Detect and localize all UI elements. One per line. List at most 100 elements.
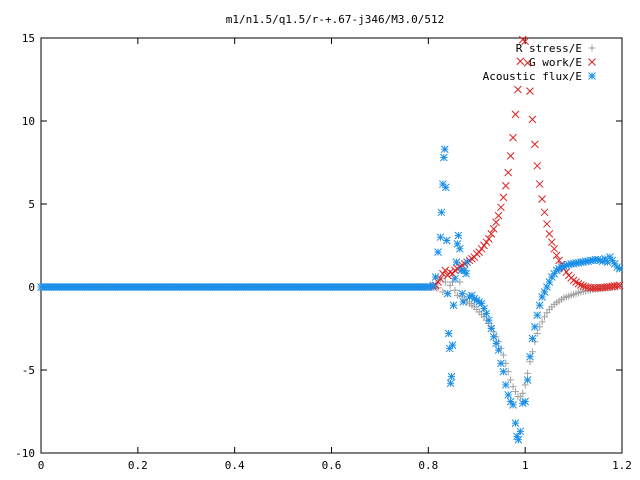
data-point	[523, 376, 532, 384]
data-point	[489, 332, 498, 341]
data-point	[533, 311, 542, 320]
data-point	[480, 241, 488, 250]
data-point	[441, 266, 450, 275]
series-3	[37, 145, 624, 444]
data-point	[487, 230, 496, 238]
data-point	[434, 248, 442, 256]
data-point	[463, 258, 471, 266]
data-point	[485, 235, 493, 243]
x-tick-label: 0.6	[322, 459, 342, 472]
data-point	[446, 268, 454, 276]
data-point	[443, 271, 452, 280]
data-point	[550, 244, 559, 253]
data-point	[429, 281, 438, 290]
data-point	[523, 59, 532, 67]
data-point	[454, 231, 463, 240]
data-point	[440, 145, 449, 154]
data-point	[489, 225, 498, 233]
data-point	[475, 248, 484, 256]
axis-ticks	[40, 37, 623, 454]
data-point	[547, 238, 556, 247]
data-point	[521, 37, 530, 46]
data-point	[511, 388, 519, 396]
data-point	[535, 301, 544, 310]
data-point	[439, 153, 448, 162]
data-point	[452, 258, 461, 266]
data-point	[555, 256, 563, 265]
data-point	[507, 376, 515, 384]
data-point	[459, 298, 468, 306]
data-point	[492, 339, 500, 348]
legend-marker	[588, 58, 596, 66]
data-point	[441, 278, 449, 286]
data-point	[516, 57, 525, 66]
data-point	[519, 389, 527, 397]
axis-tick-labels: 0 0.2 0.4 0.6 0.8 1 1.2 -10 -5 0 5 10 15	[15, 32, 632, 472]
legend-label: Acoustic flux/E	[483, 70, 582, 83]
data-point	[576, 281, 585, 289]
data-point	[540, 208, 549, 217]
data-point	[615, 281, 624, 290]
data-point	[514, 435, 523, 444]
data-point	[448, 341, 457, 349]
data-point	[494, 346, 503, 354]
data-point	[449, 301, 458, 310]
data-point	[613, 283, 621, 291]
data-point	[444, 329, 453, 338]
legend-label: R stress/E	[516, 42, 582, 55]
data-point	[439, 288, 447, 296]
plot-area-frame	[40, 37, 623, 454]
data-point	[613, 281, 622, 290]
data-point	[501, 181, 510, 190]
data-point	[509, 133, 517, 142]
data-point	[497, 359, 505, 368]
data-point	[460, 266, 469, 275]
data-point	[446, 379, 455, 388]
data-point	[526, 352, 534, 361]
data-marks	[37, 35, 624, 444]
data-point	[511, 419, 520, 427]
data-point	[436, 233, 445, 242]
data-point	[485, 316, 493, 325]
data-point	[482, 238, 491, 247]
data-point	[504, 391, 513, 399]
data-point	[451, 286, 459, 294]
data-point	[533, 329, 541, 337]
data-point	[514, 85, 522, 94]
data-point	[526, 87, 534, 95]
data-point	[487, 324, 496, 333]
y-tick-label: 5	[28, 198, 35, 211]
series-1	[424, 275, 621, 401]
data-point	[511, 110, 520, 119]
data-point	[615, 264, 624, 273]
data-point	[524, 369, 532, 377]
data-point	[579, 282, 588, 290]
x-tick-label: 0.2	[128, 459, 148, 472]
data-point	[431, 273, 440, 281]
data-point	[581, 282, 590, 291]
data-point	[543, 220, 551, 228]
x-tick-label: 0	[38, 459, 45, 472]
data-point	[441, 183, 450, 192]
data-point	[436, 274, 445, 283]
data-point	[538, 195, 546, 203]
data-point	[530, 140, 539, 149]
data-point	[499, 193, 508, 202]
x-tick-label: 0.8	[418, 459, 438, 472]
legend-marker	[588, 44, 596, 52]
data-point	[443, 289, 452, 298]
data-point	[455, 244, 464, 253]
data-point	[533, 161, 542, 170]
y-tick-label: 0	[28, 281, 35, 294]
x-tick-label: 1.2	[612, 459, 632, 472]
data-point	[509, 401, 517, 409]
x-tick-label: 1	[522, 459, 529, 472]
y-tick-label: -5	[22, 364, 35, 377]
data-point	[569, 276, 578, 285]
data-point	[574, 279, 583, 288]
data-point	[545, 230, 554, 238]
data-point	[535, 180, 544, 188]
data-point	[501, 381, 510, 389]
